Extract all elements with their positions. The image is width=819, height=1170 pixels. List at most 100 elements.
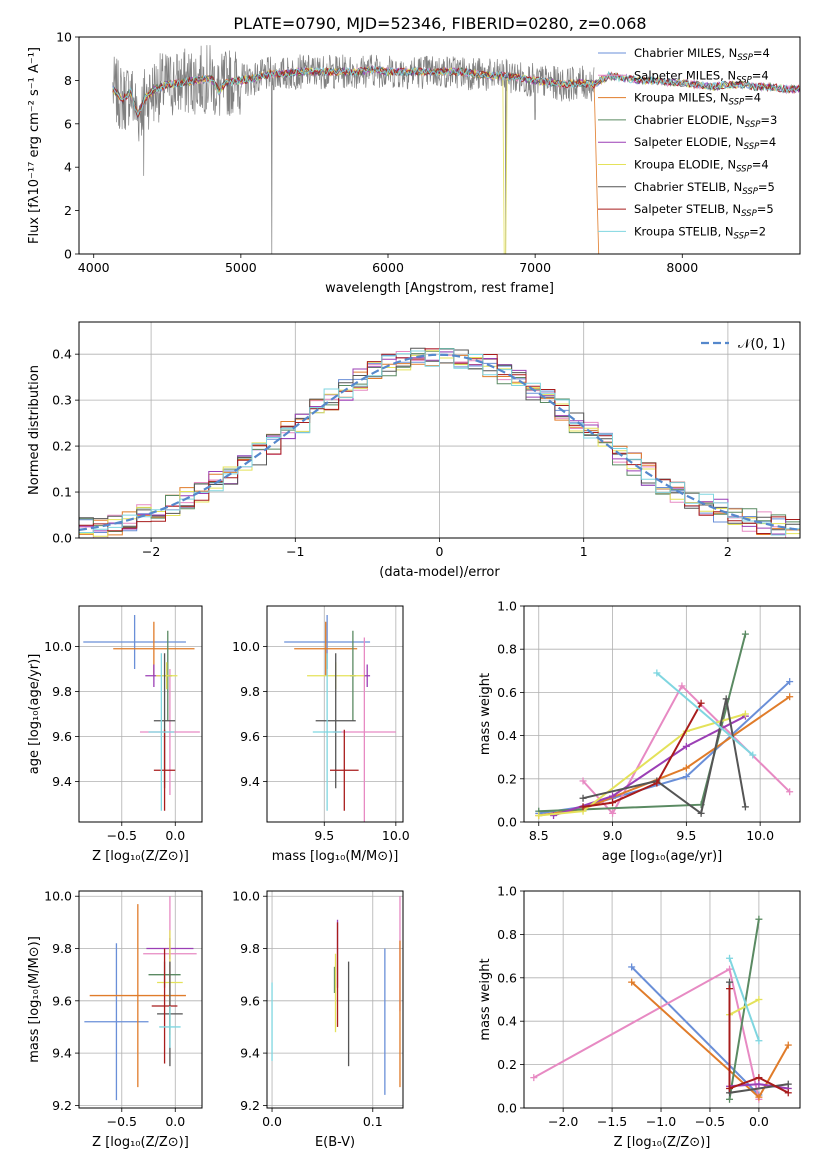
axes-frame [78, 605, 203, 823]
tick-label-x: 0 [436, 544, 444, 559]
legend-entry: Salpeter ELODIE, NSSP=4 [634, 135, 776, 152]
axes-frame [523, 605, 801, 823]
plot-area-residuals [79, 347, 800, 538]
axes-frame [78, 36, 801, 255]
tick-label-y: 9.4 [52, 1046, 72, 1061]
y-axis-label: Flux [fλ10⁻¹⁷ erg cm⁻² s⁻¹ A⁻¹] [27, 47, 42, 244]
x-axis-label: Z [log₁₀(Z/Z⊙)] [92, 1135, 189, 1150]
legend-value: =2 [749, 224, 766, 238]
axes-spectrum: 4000 5000 6000 7000 8000 0 2 4 6 8 10 wavelength [A… [27, 30, 801, 296]
legend-entry: 𝒩(0, 1) [738, 337, 785, 352]
tick-label-y: 6 [64, 116, 72, 131]
tick-label-x: 8.5 [529, 828, 549, 843]
tick-label-x: 9.5 [314, 828, 334, 843]
weight-line [538, 713, 746, 817]
tick-label-y: 1.0 [497, 599, 517, 614]
plot-area-age-vs-Z [83, 615, 200, 811]
plot-area-weight-vs-age [535, 630, 794, 820]
tick-label-y: 9.2 [52, 1098, 72, 1113]
tick-label-x: −0.5 [107, 828, 137, 843]
tick-label-x: 10.0 [382, 828, 410, 843]
weight-line [553, 715, 746, 817]
weight-line [533, 967, 760, 1100]
legend-value: =4 [753, 46, 770, 60]
axes-frame [266, 605, 404, 823]
legend-sub: SSP [734, 231, 750, 241]
tick-label-y: 9.6 [240, 729, 260, 744]
tick-label-x: −1.0 [646, 1114, 676, 1129]
tick-label-y: 0.8 [497, 927, 517, 942]
tick-label-y: 8 [64, 73, 72, 88]
legend-entry: Chabrier ELODIE, NSSP=3 [634, 113, 777, 130]
tick-label-x: 9.5 [676, 828, 696, 843]
x-axis-label: age [log₁₀(age/yr)] [602, 849, 723, 864]
legend-value: =5 [757, 202, 774, 216]
tick-label-x: 4000 [78, 260, 110, 275]
axes-residuals: −2 −1 0 1 2 0.0 0.1 0.2 0.3 0.4 (data-model)/error… [27, 321, 801, 580]
weight-line [582, 702, 702, 808]
observed-spectrum [112, 45, 595, 254]
tick-label-y: 1.0 [497, 884, 517, 899]
tick-label-x: −0.5 [695, 1114, 725, 1129]
tick-label-y: 0.4 [52, 347, 72, 362]
tick-label-x: −2.0 [548, 1114, 578, 1129]
axes-mass-vs-ebv: 0.0 0.1 9.2 9.4 9.6 9.8 10.0 E(B-V) [232, 889, 404, 1150]
legend-value: =4 [752, 68, 769, 82]
tick-label-x: 2 [724, 544, 732, 559]
tick-label-x: 5000 [225, 260, 257, 275]
legend-entry: Kroupa STELIB, NSSP=2 [634, 224, 766, 241]
tick-label-x: 8000 [666, 260, 698, 275]
tick-label-x: −1 [286, 544, 304, 559]
legend-sub: SSP [729, 98, 745, 108]
axes-frame [266, 890, 404, 1109]
y-axis-label: mass weight [478, 673, 493, 755]
tick-label-y: 0.2 [52, 439, 72, 454]
legend-sub: SSP [742, 187, 758, 197]
plot-area-spectrum [112, 45, 800, 254]
tick-label-y: 0.6 [497, 685, 517, 700]
axes-weight-vs-Z: −2.0 −1.5 −1.0 −0.5 0.0 0.0 0.2 0.4 0.6 0.8 1.0 Z [… [478, 884, 801, 1150]
tick-label-y: 0.1 [52, 485, 72, 500]
axes-frame [78, 890, 203, 1109]
legend-value: =5 [758, 180, 775, 194]
tick-label-y: 0.0 [52, 531, 72, 546]
tick-label-x: 0.0 [262, 1114, 282, 1129]
tick-label-x: 9.0 [603, 828, 623, 843]
legend-sub: SSP [736, 165, 752, 175]
x-axis-label: (data-model)/error [379, 565, 500, 580]
tick-label-y: 4 [64, 160, 72, 175]
legend-value: =4 [752, 158, 769, 172]
tick-label-y: 9.6 [240, 993, 260, 1008]
legend-sub: SSP [741, 209, 757, 219]
tick-label-y: 9.2 [240, 1098, 260, 1113]
legend-sub: SSP [737, 53, 753, 63]
tick-label-y: 0.2 [497, 771, 517, 786]
tick-label-y: 9.8 [52, 684, 72, 699]
tick-label-y: 10.0 [44, 639, 72, 654]
model-spectrum [112, 66, 800, 118]
tick-label-x: 1 [580, 544, 588, 559]
legend-entry: Salpeter MILES, NSSP=4 [634, 68, 769, 85]
y-axis-label: mass weight [478, 958, 493, 1040]
weight-line [582, 684, 791, 816]
legend-value: =4 [759, 135, 776, 149]
axes-frame [523, 890, 801, 1109]
tick-label-y: 10 [56, 30, 72, 45]
tick-label-x: 10.0 [746, 828, 774, 843]
tick-label-x: 6000 [372, 260, 404, 275]
tick-label-y: 9.4 [240, 1046, 260, 1061]
weight-line [582, 698, 747, 816]
legend-entry: Chabrier MILES, NSSP=4 [634, 46, 770, 63]
tick-label-y: 0.2 [497, 1057, 517, 1072]
tick-label-y: 9.4 [240, 774, 260, 789]
weight-line [630, 966, 760, 1096]
legend-entry: Chabrier STELIB, NSSP=5 [634, 180, 775, 197]
weight-line [728, 988, 789, 1094]
legend: Chabrier MILES, NSSP=4 Salpeter MILES, NS… [598, 46, 777, 241]
tick-label-y: 10.0 [44, 889, 72, 904]
model-spectrum [112, 66, 800, 254]
tick-label-y: 0.8 [497, 642, 517, 657]
axes-frame [78, 321, 801, 539]
legend-entry: Kroupa ELODIE, NSSP=4 [634, 158, 769, 175]
